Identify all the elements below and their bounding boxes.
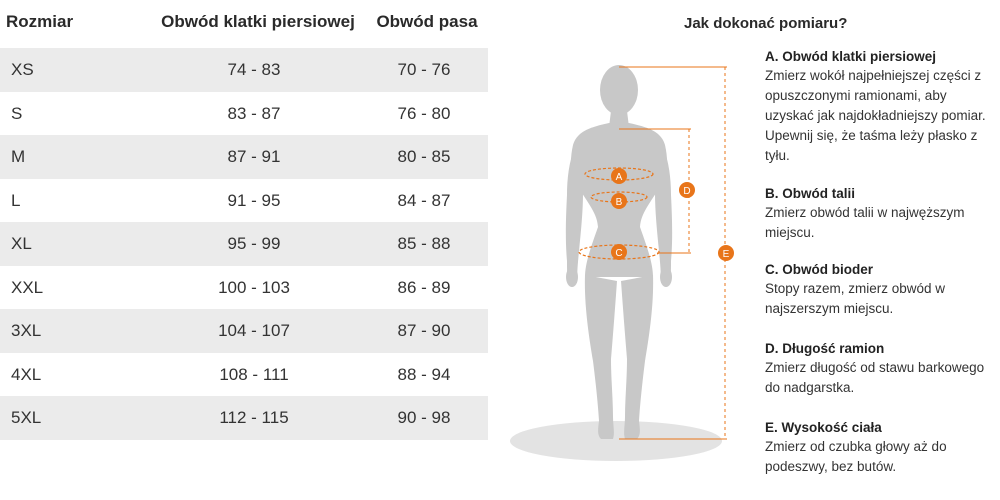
body-silhouette — [565, 65, 673, 439]
header-chest: Obwód klatki piersiowej — [161, 12, 355, 31]
instruction-text: tyłu. — [765, 148, 790, 163]
marker-d-circle — [679, 182, 695, 198]
cell-chest: 108 - 111 — [219, 364, 289, 384]
instruction-text: opuszczonymi ramionami, aby — [765, 88, 947, 103]
header-waist: Obwód pasa — [376, 12, 478, 31]
instruction-text: miejscu. — [765, 225, 815, 240]
table-row: M 87 - 91 80 - 85 — [0, 135, 488, 179]
table-row: 4XL 108 - 111 88 - 94 — [0, 353, 488, 397]
marker-c-circle — [611, 244, 627, 260]
cell-waist: 76 - 80 — [397, 103, 451, 123]
instruction-text: Zmierz obwód talii w najwęższym — [765, 205, 965, 220]
cell-chest: 87 - 91 — [227, 147, 281, 166]
table-row: XL 95 - 99 85 - 88 — [0, 222, 488, 266]
instruction-title: D. Długość ramion — [765, 341, 885, 356]
cell-waist: 85 - 88 — [397, 234, 451, 253]
marker-e-label: E — [723, 249, 730, 260]
cell-size: 5XL — [11, 408, 42, 427]
cell-waist: 88 - 94 — [397, 364, 451, 384]
marker-a-circle — [611, 168, 627, 184]
instruction-text: Stopy razem, zmierz obwód w — [765, 281, 946, 296]
cell-size: S — [11, 103, 23, 123]
table-row: 3XL 104 - 107 87 - 90 — [0, 309, 488, 353]
cell-size: M — [11, 147, 26, 166]
marker-c-label: C — [615, 248, 622, 259]
body-silhouette-svg: A B C D E — [510, 65, 734, 461]
table-row: S 83 - 87 76 - 80 — [0, 92, 488, 136]
instruction-text: uzyskać jak najdokładniejszy pomiar. — [765, 108, 986, 123]
how-to-measure-title: Jak dokonać pomiaru? — [684, 15, 848, 32]
measurement-markers: A B C D E — [611, 168, 734, 261]
cell-waist: 84 - 87 — [397, 190, 451, 210]
instruction-text: Zmierz od czubka głowy aż do — [765, 439, 947, 454]
cell-size: 3XL — [11, 321, 42, 340]
cell-chest: 91 - 95 — [227, 190, 281, 210]
cell-waist: 80 - 85 — [397, 147, 451, 166]
cell-chest: 74 - 83 — [227, 60, 281, 79]
instruction-text: Upewnij się, że taśma leży płasko z — [765, 128, 978, 143]
instruction-text: Zmierz wokół najpełniejszej części z — [765, 68, 982, 83]
marker-d-label: D — [683, 186, 690, 197]
cell-chest: 104 - 107 — [218, 321, 290, 340]
marker-b-label: B — [616, 197, 623, 208]
cell-chest: 95 - 99 — [227, 234, 281, 253]
marker-e-circle — [718, 245, 734, 261]
instruction-title: E. Wysokość ciała — [765, 420, 882, 435]
cell-waist: 70 - 76 — [397, 60, 451, 79]
cell-size: XL — [11, 234, 32, 253]
instruction-height: E. Wysokość ciała Zmierz od czubka głowy… — [765, 419, 995, 477]
instruction-hips: C. Obwód bioder Stopy razem, zmierz obwó… — [765, 261, 995, 319]
header-size: Rozmiar — [6, 12, 74, 31]
cell-size: XXL — [11, 277, 44, 297]
table-body: XS 74 - 83 70 - 76 S 83 - 87 76 - 80 M 8… — [0, 48, 488, 440]
instruction-title: A. Obwód klatki piersiowej — [765, 49, 937, 64]
cell-chest: 83 - 87 — [227, 103, 281, 123]
instruction-text: podeszwy, bez butów. — [765, 459, 897, 474]
cell-waist: 86 - 89 — [397, 277, 451, 297]
instruction-title: C. Obwód bioder — [765, 262, 873, 277]
instruction-chest: A. Obwód klatki piersiowej Zmierz wokół … — [765, 48, 995, 166]
marker-a-label: A — [616, 172, 623, 183]
table-header: Rozmiar Obwód klatki piersiowej Obwód pa… — [0, 0, 488, 46]
waist-tape-line — [590, 191, 648, 203]
marker-b-circle — [611, 193, 627, 209]
instruction-title: B. Obwód talii — [765, 186, 855, 201]
instruction-arm-length: D. Długość ramion Zmierz długość od staw… — [765, 340, 995, 398]
cell-chest: 100 - 103 — [218, 277, 290, 297]
instruction-text: do nadgarstka. — [765, 380, 855, 395]
cell-size: 4XL — [11, 364, 42, 384]
body-measurement-figure: A B C D E — [505, 55, 765, 465]
floor-shadow — [510, 421, 722, 461]
instruction-text: Zmierz długość od stawu barkowego — [765, 360, 985, 375]
table-row: L 91 - 95 84 - 87 — [0, 179, 488, 223]
table-row: XXL 100 - 103 86 - 89 — [0, 266, 488, 310]
instruction-waist: B. Obwód talii Zmierz obwód talii w najw… — [765, 185, 995, 243]
cell-size: L — [11, 190, 21, 210]
table-row: 5XL 112 - 115 90 - 98 — [0, 396, 488, 440]
cell-chest: 112 - 115 — [219, 408, 289, 427]
cell-waist: 90 - 98 — [397, 408, 451, 427]
cell-size: XS — [11, 60, 34, 79]
table-row: XS 74 - 83 70 - 76 — [0, 48, 488, 92]
cell-waist: 87 - 90 — [397, 321, 451, 340]
instruction-text: najszerszym miejscu. — [765, 301, 894, 316]
